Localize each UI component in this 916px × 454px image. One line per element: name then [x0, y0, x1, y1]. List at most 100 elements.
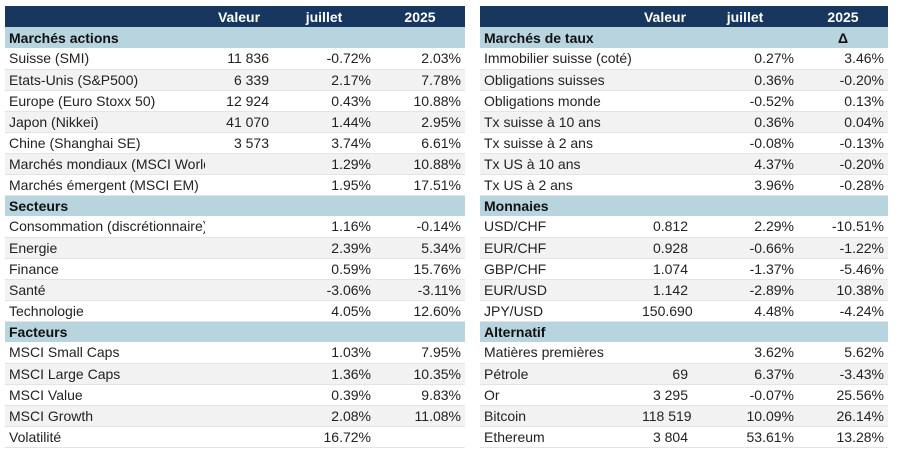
- column-header-2: juillet: [692, 6, 798, 27]
- row-label: GBP/CHF: [480, 258, 638, 280]
- row-value: 118 519: [638, 405, 692, 427]
- row-ytd-change: -0.28%: [798, 174, 888, 196]
- table-row: Tx US à 10 ans 4.37% -0.20%: [480, 153, 888, 175]
- section-header: Secteurs: [5, 195, 465, 216]
- row-ytd-change: 7.95%: [375, 342, 465, 364]
- row-ytd-change: -0.20%: [798, 69, 888, 91]
- row-month-change: 53.61%: [692, 426, 798, 448]
- table-row: GBP/CHF 1.074 -1.37% -5.46%: [480, 258, 888, 280]
- section-tag: [375, 27, 465, 48]
- row-label: Obligations monde: [480, 90, 638, 112]
- row-value: 6 339: [205, 69, 273, 91]
- table-row: Europe (Euro Stoxx 50) 12 924 0.43% 10.88%: [5, 90, 465, 112]
- table-row: MSCI Large Caps 1.36% 10.35%: [5, 363, 465, 385]
- row-month-change: 0.27%: [692, 48, 798, 70]
- row-month-change: 1.29%: [273, 153, 375, 175]
- row-value: 12 924: [205, 90, 273, 112]
- row-ytd-change: -3.43%: [798, 363, 888, 385]
- table-row: JPY/USD 150.690 4.48% -4.24%: [480, 300, 888, 322]
- column-header-3: 2025: [798, 6, 888, 27]
- row-ytd-change: 13.28%: [798, 426, 888, 448]
- section-title: Marchés de taux: [480, 27, 798, 48]
- row-ytd-change: 17.51%: [375, 174, 465, 196]
- row-label: Tx suisse à 2 ans: [480, 132, 638, 154]
- row-ytd-change: -1.22%: [798, 237, 888, 259]
- table-row: Etats-Unis (S&P500) 6 339 2.17% 7.78%: [5, 69, 465, 91]
- table-row: Or 3 295 -0.07% 25.56%: [480, 384, 888, 406]
- row-month-change: 0.39%: [273, 384, 375, 406]
- row-value: [205, 237, 273, 259]
- table-row: Finance 0.59% 15.76%: [5, 258, 465, 280]
- column-header-1: Valeur: [638, 6, 692, 27]
- section-header: Alternatif: [480, 321, 888, 342]
- row-month-change: 2.29%: [692, 216, 798, 238]
- row-ytd-change: 26.14%: [798, 405, 888, 427]
- row-label: Or: [480, 384, 638, 406]
- row-label: Europe (Euro Stoxx 50): [5, 90, 205, 112]
- row-ytd-change: 0.04%: [798, 111, 888, 133]
- row-label: EUR/USD: [480, 279, 638, 301]
- section-tag: [375, 321, 465, 342]
- section-header: Marchés actions: [5, 27, 465, 48]
- section-tag: [798, 321, 888, 342]
- row-ytd-change: 6.61%: [375, 132, 465, 154]
- row-label: Technologie: [5, 300, 205, 322]
- table-row: Chine (Shanghai SE) 3 573 3.74% 6.61%: [5, 132, 465, 154]
- row-label: Volatilité: [5, 426, 205, 448]
- row-value: [638, 132, 692, 154]
- table-row: Energie 2.39% 5.34%: [5, 237, 465, 259]
- row-month-change: 16.72%: [273, 426, 375, 448]
- row-label: Chine (Shanghai SE): [5, 132, 205, 154]
- row-month-change: 4.05%: [273, 300, 375, 322]
- row-label: Tx suisse à 10 ans: [480, 111, 638, 133]
- row-label: EUR/CHF: [480, 237, 638, 259]
- row-month-change: -0.52%: [692, 90, 798, 112]
- section-tag: Δ: [798, 27, 888, 48]
- row-value: 0.812: [638, 216, 692, 238]
- row-label: Marchés mondiaux (MSCI World): [5, 153, 205, 175]
- row-label: USD/CHF: [480, 216, 638, 238]
- row-label: Tx US à 2 ans: [480, 174, 638, 196]
- row-month-change: 0.36%: [692, 111, 798, 133]
- row-month-change: -0.66%: [692, 237, 798, 259]
- row-ytd-change: 10.35%: [375, 363, 465, 385]
- section-header: Facteurs: [5, 321, 465, 342]
- row-value: [638, 111, 692, 133]
- table-row: MSCI Value 0.39% 9.83%: [5, 384, 465, 406]
- row-month-change: -1.37%: [692, 258, 798, 280]
- row-value: [638, 153, 692, 175]
- row-value: [205, 279, 273, 301]
- table-row: Tx suisse à 10 ans 0.36% 0.04%: [480, 111, 888, 133]
- column-header-0: [480, 6, 638, 27]
- row-label: Etats-Unis (S&P500): [5, 69, 205, 91]
- row-month-change: 4.37%: [692, 153, 798, 175]
- section-header: Marchés de taux Δ: [480, 27, 888, 48]
- row-label: Suisse (SMI): [5, 48, 205, 70]
- row-ytd-change: 9.83%: [375, 384, 465, 406]
- row-month-change: 10.09%: [692, 405, 798, 427]
- table-row: Pétrole 69 6.37% -3.43%: [480, 363, 888, 385]
- table-row: MSCI Small Caps 1.03% 7.95%: [5, 342, 465, 364]
- row-label: Consommation (discrétionnaire): [5, 216, 205, 238]
- table-row: USD/CHF 0.812 2.29% -10.51%: [480, 216, 888, 238]
- row-ytd-change: -3.11%: [375, 279, 465, 301]
- row-label: Santé: [5, 279, 205, 301]
- row-month-change: 2.08%: [273, 405, 375, 427]
- row-ytd-change: 5.34%: [375, 237, 465, 259]
- row-value: 3 804: [638, 426, 692, 448]
- row-month-change: 1.03%: [273, 342, 375, 364]
- row-ytd-change: 5.62%: [798, 342, 888, 364]
- header-row: Valeur juillet 2025: [480, 6, 888, 27]
- row-month-change: 1.95%: [273, 174, 375, 196]
- row-value: 69: [638, 363, 692, 385]
- row-month-change: 4.48%: [692, 300, 798, 322]
- table-row: Marchés émergent (MSCI EM) 1.95% 17.51%: [5, 174, 465, 196]
- row-label: Tx US à 10 ans: [480, 153, 638, 175]
- row-ytd-change: -0.14%: [375, 216, 465, 238]
- row-label: Immobilier suisse (coté): [480, 48, 638, 70]
- column-header-3: 2025: [375, 6, 465, 27]
- row-ytd-change: 25.56%: [798, 384, 888, 406]
- row-value: 0.928: [638, 237, 692, 259]
- row-value: 3 573: [205, 132, 273, 154]
- row-ytd-change: 10.38%: [798, 279, 888, 301]
